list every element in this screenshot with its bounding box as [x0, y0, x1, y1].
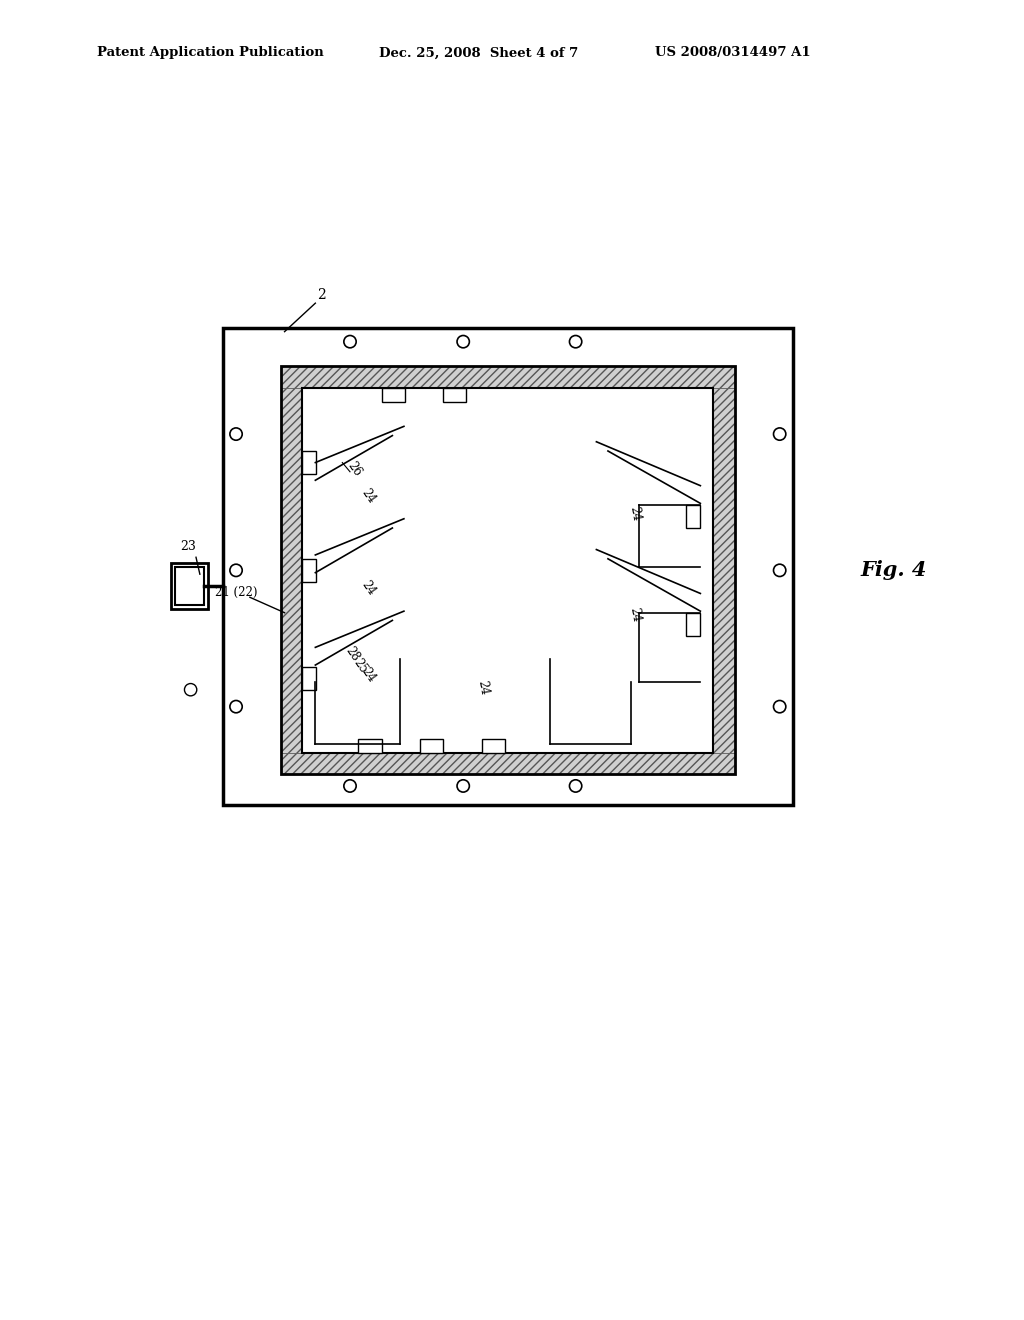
- Bar: [382, 388, 404, 401]
- Bar: [420, 739, 443, 752]
- Bar: [302, 558, 316, 582]
- Bar: [171, 562, 208, 609]
- Text: 24: 24: [358, 578, 378, 598]
- Bar: [281, 388, 302, 752]
- Bar: [686, 612, 699, 636]
- Text: 24: 24: [628, 504, 643, 521]
- Bar: [223, 327, 793, 805]
- Text: 21 (22): 21 (22): [215, 586, 258, 599]
- Text: 23: 23: [180, 540, 197, 553]
- Bar: [281, 367, 735, 388]
- Text: 24: 24: [628, 606, 643, 623]
- Bar: [302, 388, 714, 752]
- Bar: [175, 566, 205, 605]
- Text: Fig. 4: Fig. 4: [860, 560, 927, 581]
- Text: 24: 24: [358, 486, 378, 506]
- Bar: [302, 451, 316, 474]
- Bar: [481, 739, 505, 752]
- Text: Dec. 25, 2008  Sheet 4 of 7: Dec. 25, 2008 Sheet 4 of 7: [379, 46, 579, 59]
- Text: 2: 2: [316, 288, 326, 301]
- Bar: [686, 506, 699, 528]
- Text: 24: 24: [358, 665, 378, 685]
- Bar: [714, 388, 735, 752]
- Bar: [302, 667, 316, 689]
- Bar: [358, 739, 382, 752]
- Bar: [443, 388, 466, 401]
- Text: Patent Application Publication: Patent Application Publication: [97, 46, 324, 59]
- Text: US 2008/0314497 A1: US 2008/0314497 A1: [655, 46, 811, 59]
- Text: 26: 26: [345, 459, 364, 479]
- Text: 24: 24: [475, 680, 490, 697]
- Bar: [281, 752, 735, 775]
- Bar: [281, 367, 735, 775]
- Text: 28: 28: [342, 644, 361, 664]
- Text: 25: 25: [351, 656, 370, 676]
